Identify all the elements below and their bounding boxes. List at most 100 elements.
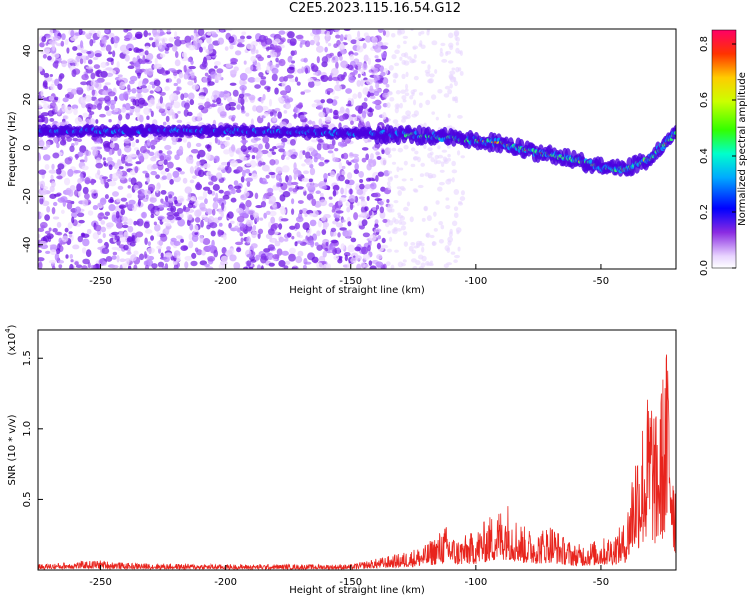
spectrogram-noise-blob — [274, 38, 281, 44]
spectrogram-noise-blob — [95, 162, 104, 169]
spectrogram-noise-blob — [191, 252, 197, 259]
spectrogram-noise-blob — [449, 76, 456, 83]
spectrogram-noise-blob — [401, 262, 406, 267]
spectrogram-noise-blob — [174, 31, 178, 38]
spectrogram-noise-blob — [455, 227, 462, 233]
spectrogram-noise-blob — [45, 250, 51, 254]
spectrogram-noise-blob — [204, 72, 209, 77]
spectrogram-noise-blob — [101, 247, 110, 255]
spectrogram-noise-blob — [396, 166, 400, 173]
spectrogram-noise-blob — [354, 255, 362, 261]
spectrogram-noise-blob — [194, 209, 202, 218]
spectrogram-noise-blob — [333, 109, 339, 116]
spectrogram-noise-blob — [51, 180, 56, 188]
spectrogram-noise-blob — [105, 44, 112, 52]
spectrogram-noise-blob — [146, 115, 150, 121]
spectrogram-noise-blob — [110, 136, 118, 142]
spectrogram-noise-blob — [75, 61, 79, 67]
spectrogram-noise-blob — [82, 112, 88, 119]
spectrogram-noise-blob — [104, 194, 109, 200]
spectrogram-noise-blob — [92, 148, 99, 157]
spectrogram-noise-blob — [325, 36, 331, 41]
spectrogram-noise-blob — [444, 245, 450, 252]
spectrogram-noise-blob — [45, 34, 51, 38]
spectrogram-noise-blob — [347, 64, 354, 71]
spectrogram-noise-blob — [122, 224, 129, 229]
spectrogram-noise-blob — [346, 33, 352, 42]
spectrogram-noise-blob — [353, 70, 358, 75]
spectrogram-noise-blob — [412, 188, 418, 192]
spectrogram-noise-blob — [245, 177, 253, 183]
spectrogram-noise-blob — [361, 219, 368, 227]
spectrogram-noise-blob — [52, 216, 60, 220]
spectrogram-noise-blob — [71, 69, 77, 78]
spectrogram-noise-blob — [114, 96, 118, 102]
spectrogram-noise-blob — [417, 184, 424, 189]
spectrogram-noise-blob — [183, 65, 187, 73]
spectrogram-noise-blob — [38, 261, 43, 269]
spectrogram-noise-blob — [256, 66, 262, 71]
spectrogram-noise-blob — [289, 38, 297, 46]
spectrogram-noise-blob — [356, 189, 364, 196]
spectrogram-noise-blob — [260, 181, 269, 185]
spectrogram-noise-blob — [96, 137, 101, 144]
spectrogram-noise-blob — [40, 212, 44, 217]
spectrogram-noise-blob — [316, 230, 321, 237]
spectrogram-noise-blob — [116, 158, 122, 166]
spectrogram-noise-blob — [44, 214, 50, 221]
spectrogram-noise-blob — [157, 204, 165, 209]
spectrogram-noise-blob — [368, 260, 373, 266]
spectrogram-noise-blob — [187, 80, 194, 86]
spectrogram-noise-blob — [460, 155, 465, 159]
spectrogram-noise-blob — [145, 194, 149, 200]
spectrogram-noise-blob — [321, 229, 327, 235]
spectrogram-noise-blob — [374, 219, 379, 225]
spectrogram-noise-blob — [191, 84, 200, 90]
spectrogram-noise-blob — [150, 144, 156, 150]
spectrogram-noise-blob — [453, 97, 457, 102]
spectrogram-noise-blob — [171, 44, 178, 52]
spectrogram-noise-blob — [356, 79, 362, 87]
spectrogram-noise-blob — [77, 151, 84, 157]
spectrogram-noise-blob — [327, 42, 332, 47]
spectrogram-noise-blob — [367, 108, 374, 113]
spectrogram-noise-blob — [82, 258, 90, 265]
spectrogram-noise-blob — [183, 72, 189, 80]
spectrogram-noise-blob — [39, 221, 48, 229]
spectrogram-noise-blob — [281, 81, 287, 88]
spectrogram-noise-blob — [356, 45, 364, 53]
spectrogram-noise-blob — [117, 74, 123, 78]
spectrogram-noise-blob — [144, 229, 153, 234]
spectrogram-x-ticks: -250 -200 -150 -100 -50 — [89, 264, 609, 287]
spectrogram-noise-blob — [77, 235, 83, 243]
snr-scale-exponent: 4 — [4, 328, 12, 333]
spectrogram-noise-blob — [394, 107, 399, 114]
spectrogram-noise-blob — [85, 66, 93, 70]
spectrogram-noise-blob — [322, 221, 330, 228]
spectrogram-noise-blob — [176, 86, 182, 91]
spectrogram-noise-blob — [427, 152, 433, 159]
spectrogram-noise-blob — [224, 141, 230, 147]
spectrogram-noise-blob — [43, 72, 50, 78]
spectrogram-noise-blob — [173, 101, 181, 109]
spectrogram-noise-blob — [149, 90, 154, 94]
spectrogram-noise-blob — [421, 246, 425, 253]
spectrogram-noise-blob — [287, 31, 295, 39]
spectrogram-noise-blob — [154, 86, 162, 92]
spectrogram-noise-blob — [132, 99, 137, 106]
spectrogram-noise-blob — [399, 102, 403, 109]
spectrogram-noise-blob — [41, 36, 47, 43]
spectrogram-noise-blob — [61, 59, 67, 68]
spectrogram-noise-blob — [343, 29, 351, 32]
spectrogram-noise-blob — [453, 206, 459, 212]
spectrogram-noise-blob — [47, 110, 55, 117]
spectrogram-noise-blob — [368, 210, 373, 216]
spectrogram-noise-blob — [247, 76, 256, 83]
spectrogram-noise-blob — [451, 160, 456, 167]
spectrogram-noise-blob — [78, 29, 83, 36]
spectrogram-noise-blob — [341, 165, 346, 170]
spectrogram-noise-blob — [419, 173, 425, 178]
spectrogram-noise-blob — [362, 42, 367, 49]
spectrogram-noise-blob — [63, 177, 71, 186]
spectrogram-noise-blob — [400, 52, 407, 58]
